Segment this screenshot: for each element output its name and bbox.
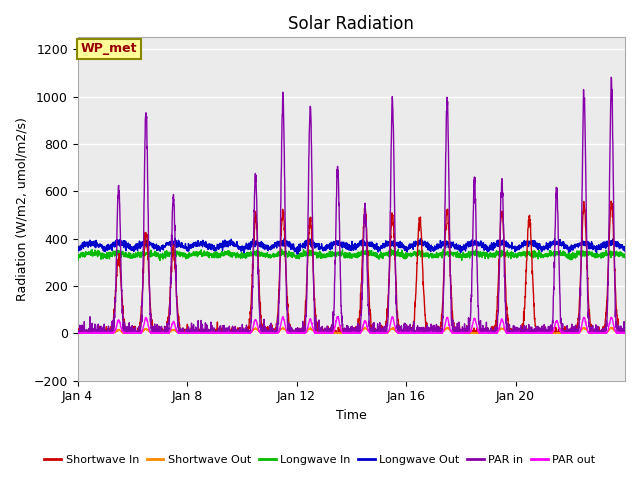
Y-axis label: Radiation (W/m2, umol/m2/s): Radiation (W/m2, umol/m2/s) [15, 117, 28, 301]
Legend: Shortwave In, Shortwave Out, Longwave In, Longwave Out, PAR in, PAR out: Shortwave In, Shortwave Out, Longwave In… [40, 451, 600, 469]
Title: Solar Radiation: Solar Radiation [289, 15, 414, 33]
X-axis label: Time: Time [336, 409, 367, 422]
Text: WP_met: WP_met [81, 43, 137, 56]
